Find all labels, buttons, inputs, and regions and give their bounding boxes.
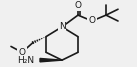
Text: O: O xyxy=(18,48,25,57)
Text: N: N xyxy=(59,22,65,31)
Text: H₂N: H₂N xyxy=(17,56,34,65)
Polygon shape xyxy=(40,58,62,62)
Text: O: O xyxy=(75,1,82,10)
Text: O: O xyxy=(89,16,95,26)
